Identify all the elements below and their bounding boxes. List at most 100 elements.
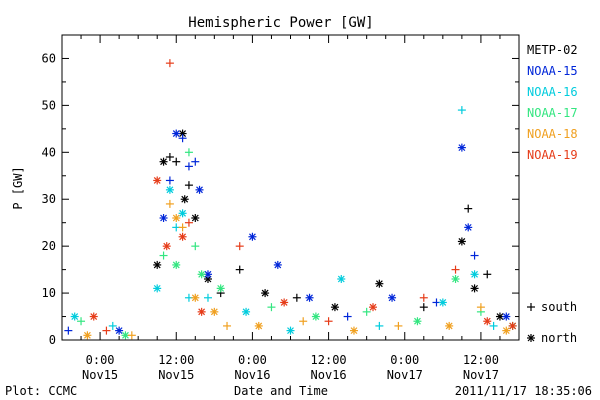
north-point: [305, 293, 314, 302]
x-tick-date-label: Nov16: [311, 368, 347, 382]
plot-timestamp: 2011/11/17 18:35:06: [455, 384, 592, 398]
north-point: [273, 260, 282, 269]
south-point: [419, 303, 428, 312]
north-point: [280, 298, 289, 307]
north-point: [242, 307, 251, 316]
legend-entry: NOAA-17: [527, 106, 578, 120]
x-tick-time-label: 0:00: [238, 353, 267, 367]
south-point: [470, 251, 479, 260]
north-point: [180, 195, 189, 204]
north-point: [153, 176, 162, 185]
south-point: [102, 326, 111, 335]
south-point: [394, 321, 403, 330]
north-point: [330, 303, 339, 312]
north-point: [197, 270, 206, 279]
north-point: [165, 185, 174, 194]
series-metp-02: [153, 129, 504, 321]
north-point: [216, 284, 225, 293]
series-noaa-18: [83, 199, 511, 340]
south-point: [419, 293, 428, 302]
south-point: [191, 157, 200, 166]
north-point: [153, 284, 162, 293]
north-point: [162, 242, 171, 251]
south-point: [159, 251, 168, 260]
south-point: [375, 321, 384, 330]
south-point: [172, 157, 181, 166]
y-tick-label: 50: [42, 98, 56, 112]
chart-title: Hemispheric Power [GW]: [188, 15, 373, 31]
north-point: [445, 321, 454, 330]
south-point: [489, 321, 498, 330]
x-tick-time-label: 0:00: [390, 353, 419, 367]
y-axis: 0 10 20 30 40 50 60: [42, 34, 519, 347]
south-point: [235, 265, 244, 274]
north-point: [191, 214, 200, 222]
north-point: [178, 209, 187, 218]
north-point: [178, 232, 187, 241]
legend-marker-label: south: [541, 300, 577, 314]
y-axis-label: P [GW]: [11, 166, 25, 209]
south-point: [343, 312, 352, 321]
x-tick-date-label: Nov15: [158, 368, 194, 382]
north-point: [508, 321, 517, 330]
south-point: [165, 199, 174, 208]
legend-entry: NOAA-19: [527, 148, 578, 162]
south-point: [184, 218, 193, 227]
north-point: [172, 260, 181, 269]
x-axis-label: Date and Time: [234, 384, 328, 398]
y-tick-label: 40: [42, 145, 56, 159]
y-tick-label: 60: [42, 51, 56, 65]
legend-entry: METP-02: [527, 43, 578, 57]
y-tick-label: 20: [42, 239, 56, 253]
x-tick-date-label: Nov17: [463, 368, 499, 382]
south-point: [178, 223, 187, 232]
north-point: [159, 157, 168, 166]
legend-marker: [527, 303, 535, 311]
north-point: [451, 275, 460, 283]
plot-credit: Plot: CCMC: [5, 384, 77, 398]
x-tick-time-label: 0:00: [86, 353, 115, 367]
north-point: [286, 326, 295, 335]
legend-marker: [527, 334, 535, 342]
north-point: [349, 326, 358, 335]
north-point: [195, 185, 204, 194]
x-axis: 0:00Nov1512:00Nov150:00Nov1612:00Nov160:…: [61, 35, 520, 382]
north-point: [413, 317, 422, 326]
south-point: [165, 59, 174, 68]
south-point: [299, 317, 308, 326]
north-point: [172, 214, 181, 222]
series-noaa-15: [64, 129, 511, 335]
north-point: [172, 129, 181, 138]
south-point: [184, 162, 193, 171]
south-point: [184, 148, 193, 157]
north-point: [470, 284, 479, 293]
plot-area-frame: [61, 34, 520, 341]
north-point: [153, 260, 162, 269]
x-tick-date-label: Nov16: [234, 368, 270, 382]
south-point: [165, 153, 174, 161]
south-point: [476, 303, 485, 312]
south-point: [178, 134, 187, 143]
y-tick-label: 0: [49, 333, 56, 347]
south-point: [77, 317, 86, 326]
legend-entry: NOAA-15: [527, 64, 578, 78]
x-tick-date-label: Nov15: [82, 368, 118, 382]
x-tick-time-label: 12:00: [311, 353, 347, 367]
x-tick-time-label: 12:00: [158, 353, 194, 367]
north-point: [261, 289, 270, 298]
north-point: [70, 312, 79, 321]
north-point: [197, 307, 206, 316]
y-tick-label: 30: [42, 192, 56, 206]
south-point: [108, 321, 117, 330]
north-point: [483, 317, 492, 326]
south-point: [324, 317, 333, 326]
north-point: [502, 326, 511, 335]
north-point: [89, 312, 98, 321]
north-point: [457, 237, 466, 246]
north-point: [311, 312, 320, 321]
series-noaa-16: [70, 106, 498, 335]
data-points: [64, 59, 517, 340]
north-point: [470, 270, 479, 279]
south-point: [464, 204, 473, 213]
